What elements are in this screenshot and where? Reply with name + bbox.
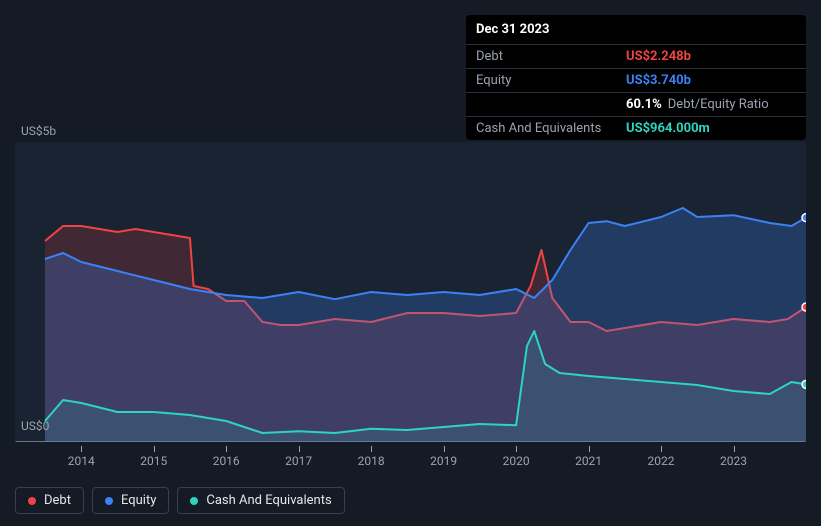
tooltip-row-label: Cash And Equivalents: [476, 121, 626, 136]
legend-dot-icon: [105, 497, 113, 505]
tooltip-row-value: US$964.000m: [626, 121, 710, 136]
x-axis: 2014 2015 2016 2017 2018 2019 2020 2021 2022 2023: [15, 446, 806, 466]
legend-item[interactable]: Equity: [92, 487, 169, 514]
legend-item[interactable]: Cash And Equivalents: [177, 487, 344, 514]
x-tick: [661, 446, 662, 452]
x-tick-label: 2016: [213, 454, 240, 468]
y-axis-label-min: US$0: [21, 419, 49, 433]
legend-label: Equity: [121, 493, 156, 508]
series-end-dot: [802, 214, 806, 222]
tooltip-row-label: [476, 97, 626, 112]
x-tick: [444, 446, 445, 452]
x-tick-label: 2017: [285, 454, 312, 468]
series-end-dot: [802, 303, 806, 311]
x-tick: [734, 446, 735, 452]
x-tick-label: 2023: [720, 454, 747, 468]
tooltip-row-label: Debt: [476, 49, 626, 64]
y-axis-label-max: US$5b: [21, 124, 56, 138]
tooltip-row: EquityUS$3.740b: [466, 69, 806, 93]
x-tick: [81, 446, 82, 452]
legend: Debt Equity Cash And Equivalents: [15, 487, 345, 514]
x-tick-label: 2019: [430, 454, 457, 468]
x-tick-label: 2015: [140, 454, 167, 468]
tooltip-row-value: US$3.740b: [626, 73, 691, 88]
x-tick-label: 2018: [358, 454, 385, 468]
legend-dot-icon: [190, 497, 198, 505]
x-tick: [516, 446, 517, 452]
x-tick: [371, 446, 372, 452]
tooltip-date: Dec 31 2023: [466, 15, 806, 45]
x-tick-label: 2022: [648, 454, 675, 468]
x-tick: [226, 446, 227, 452]
tooltip-row-label: Equity: [476, 73, 626, 88]
tooltip-row: Cash And EquivalentsUS$964.000m: [466, 117, 806, 140]
legend-dot-icon: [28, 497, 36, 505]
x-tick: [299, 446, 300, 452]
x-tick-label: 2014: [68, 454, 95, 468]
chart-plot: [15, 142, 806, 442]
tooltip-row-value: US$2.248b: [626, 49, 691, 64]
series-end-dot: [802, 380, 806, 388]
legend-item[interactable]: Debt: [15, 487, 84, 514]
x-tick: [154, 446, 155, 452]
tooltip-row: 60.1%Debt/Equity Ratio: [466, 93, 806, 117]
x-tick-label: 2020: [503, 454, 530, 468]
tooltip-panel: Dec 31 2023 DebtUS$2.248bEquityUS$3.740b…: [466, 15, 806, 140]
x-tick: [589, 446, 590, 452]
x-tick-label: 2021: [575, 454, 602, 468]
legend-label: Debt: [44, 493, 71, 508]
legend-label: Cash And Equivalents: [206, 493, 331, 508]
tooltip-row: DebtUS$2.248b: [466, 45, 806, 69]
tooltip-row-value: 60.1%Debt/Equity Ratio: [626, 97, 769, 112]
